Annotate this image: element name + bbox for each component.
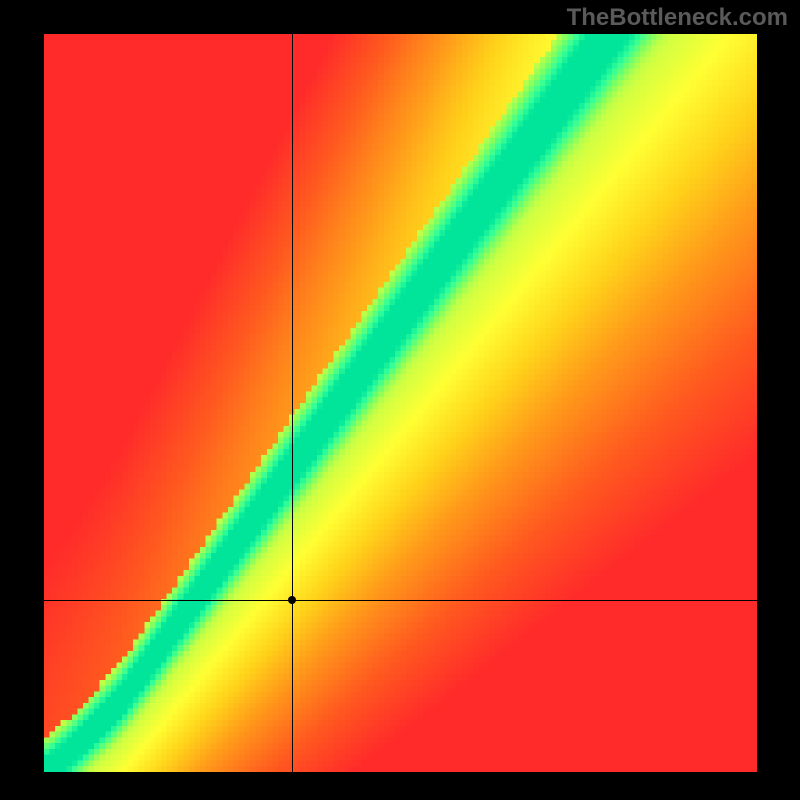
bottleneck-heatmap: [44, 34, 757, 772]
chart-container: TheBottleneck.com: [0, 0, 800, 800]
watermark: TheBottleneck.com: [567, 4, 788, 32]
crosshair-vertical: [292, 34, 293, 772]
crosshair-horizontal: [44, 600, 757, 601]
crosshair-marker: [288, 596, 296, 604]
